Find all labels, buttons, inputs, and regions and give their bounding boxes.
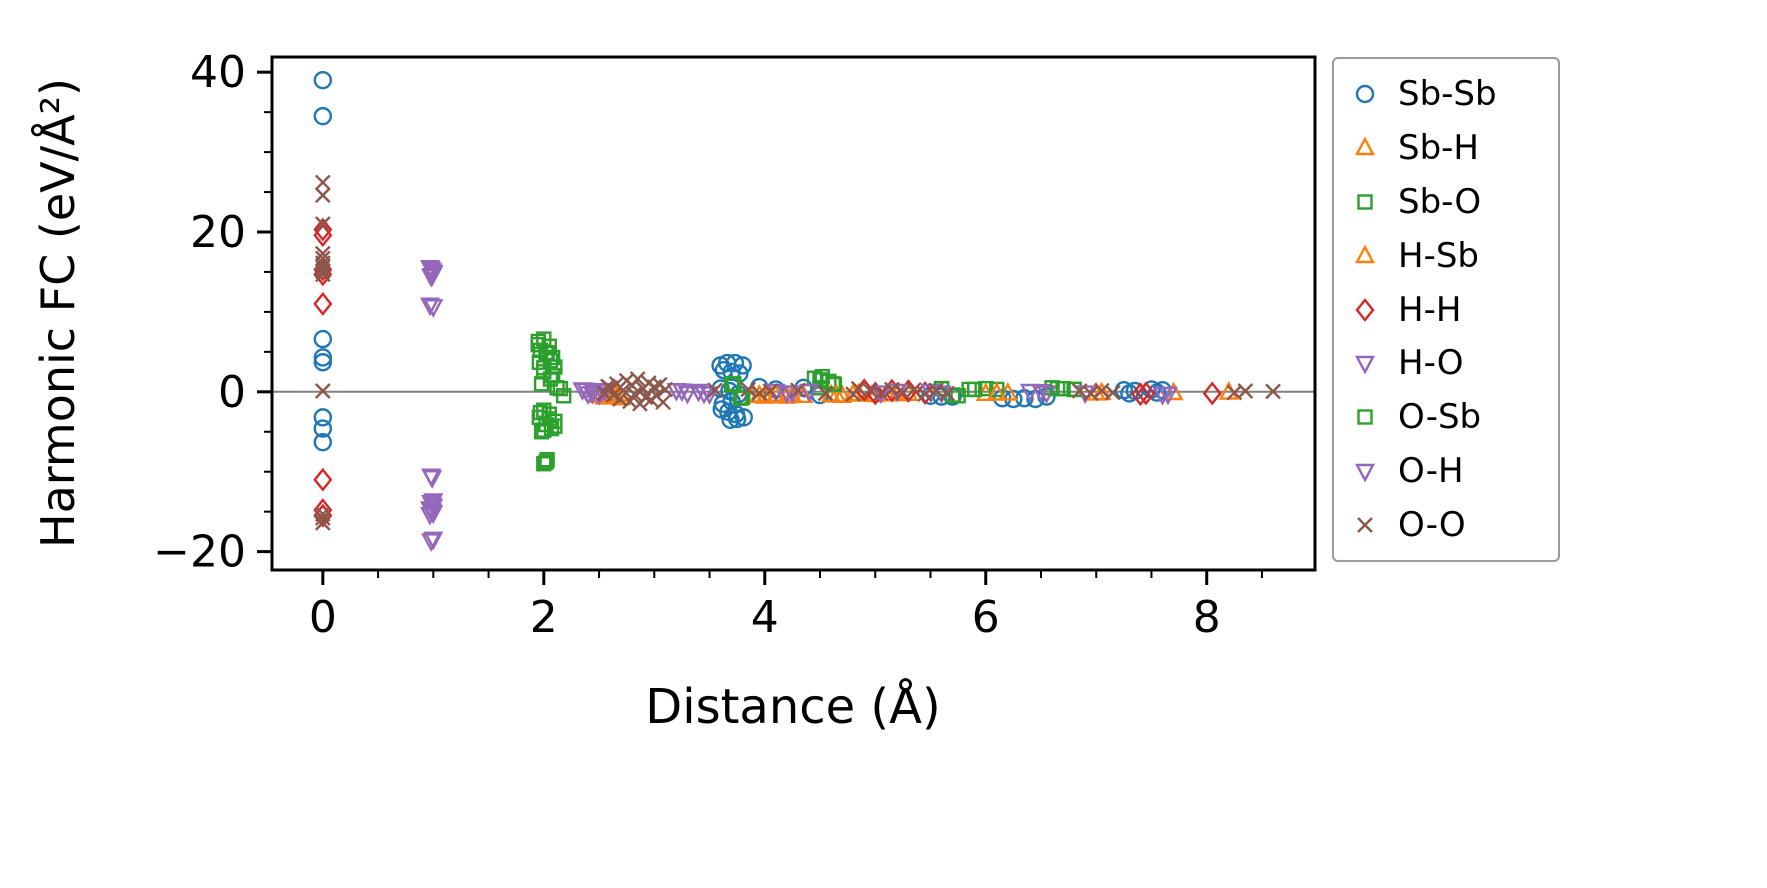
diamond-marker-icon [1355, 297, 1375, 322]
legend-item-H-Sb: H-Sb [1348, 231, 1558, 281]
legend-item-label: H-H [1398, 289, 1462, 330]
legend-item-Sb-O: Sb-O [1348, 177, 1558, 227]
x-marker-icon [1357, 517, 1373, 533]
legend-item-H-H: H-H [1348, 285, 1558, 335]
triangle-up-marker-icon [1355, 244, 1375, 263]
legend-item-Sb-Sb: Sb-Sb [1348, 69, 1558, 119]
legend-item-H-O: H-O [1348, 338, 1558, 388]
legend-item-label: H-O [1398, 343, 1464, 384]
series-O-O [314, 174, 1281, 531]
x-tick-label: 8 [1193, 592, 1221, 643]
legend: Sb-Sb Sb-H Sb-O H-Sb H-H H-O O-Sb O-H O-O [1332, 57, 1560, 562]
x-tick-label: 2 [530, 592, 558, 643]
legend-item-O-H: O-H [1348, 446, 1558, 496]
y-tick-label: −20 [153, 527, 246, 578]
square-marker-icon [1357, 194, 1373, 210]
circle-marker-icon [1355, 84, 1375, 104]
square-marker-icon [1357, 409, 1373, 425]
triangle-down-marker-icon [1355, 463, 1375, 483]
triangle-up-marker-icon [1355, 136, 1375, 156]
x-tick-label: 4 [751, 592, 779, 643]
plot-frame [270, 55, 1317, 572]
y-axis-title: Harmonic FC (eV/Å²) [31, 78, 85, 548]
legend-item-label: H-Sb [1398, 235, 1479, 276]
x-axis-title: Distance (Å) [645, 679, 941, 735]
legend-item-label: Sb-H [1398, 127, 1479, 168]
legend-item-label: O-O [1398, 505, 1466, 545]
y-tick-label: 0 [218, 367, 246, 418]
y-tick-label: 40 [190, 47, 246, 98]
legend-item-Sb-H: Sb-H [1348, 123, 1558, 173]
series-H-H [313, 217, 1222, 528]
triangle-down-marker-icon [1355, 356, 1375, 375]
legend-item-O-Sb: O-Sb [1348, 392, 1558, 442]
x-tick-label: 6 [972, 592, 1000, 643]
x-tick-label: 0 [309, 592, 337, 643]
y-tick-label: 20 [190, 207, 246, 258]
legend-item-label: O-Sb [1398, 397, 1482, 438]
legend-item-label: O-H [1398, 451, 1464, 492]
legend-item-label: Sb-Sb [1398, 74, 1497, 114]
axis-ticks: 0 2 4 6 8 −20 0 20 40 [153, 47, 1263, 643]
legend-item-label: Sb-O [1398, 181, 1482, 222]
legend-item-O-O: O-O [1348, 500, 1558, 550]
